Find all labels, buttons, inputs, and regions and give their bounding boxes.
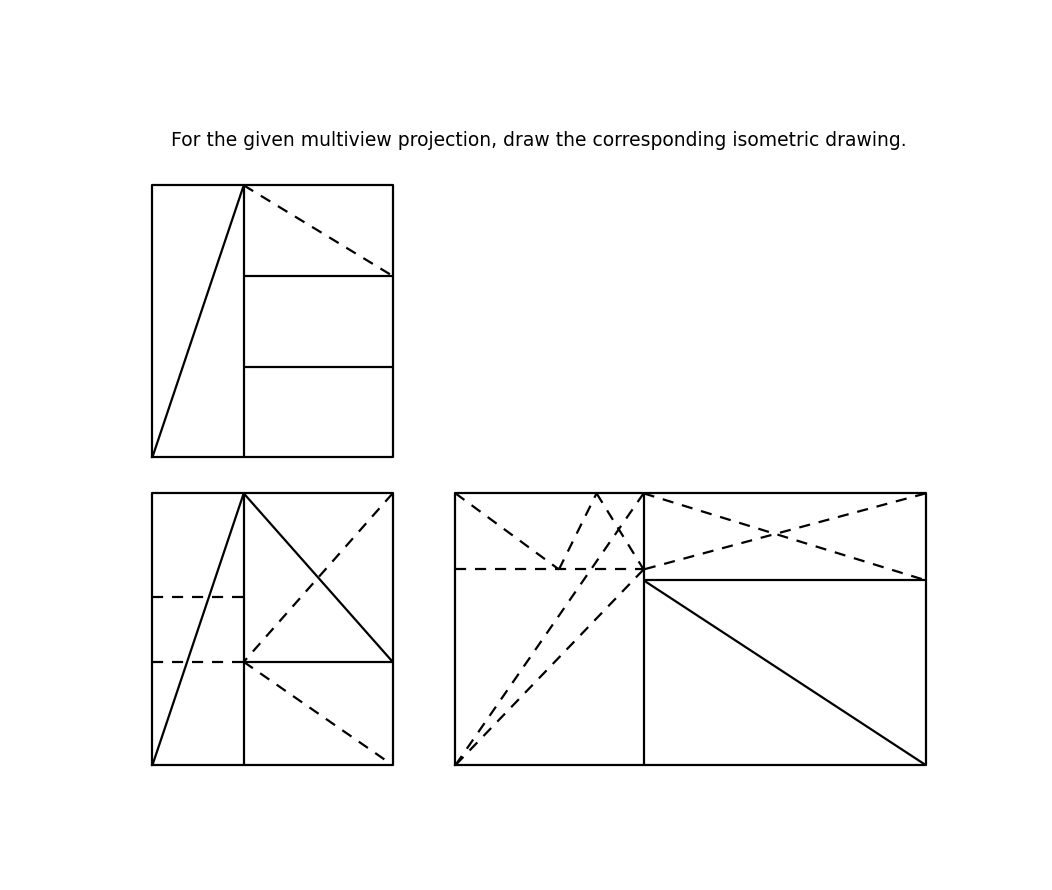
Text: For the given multiview projection, draw the corresponding isometric drawing.: For the given multiview projection, draw… <box>171 132 907 150</box>
